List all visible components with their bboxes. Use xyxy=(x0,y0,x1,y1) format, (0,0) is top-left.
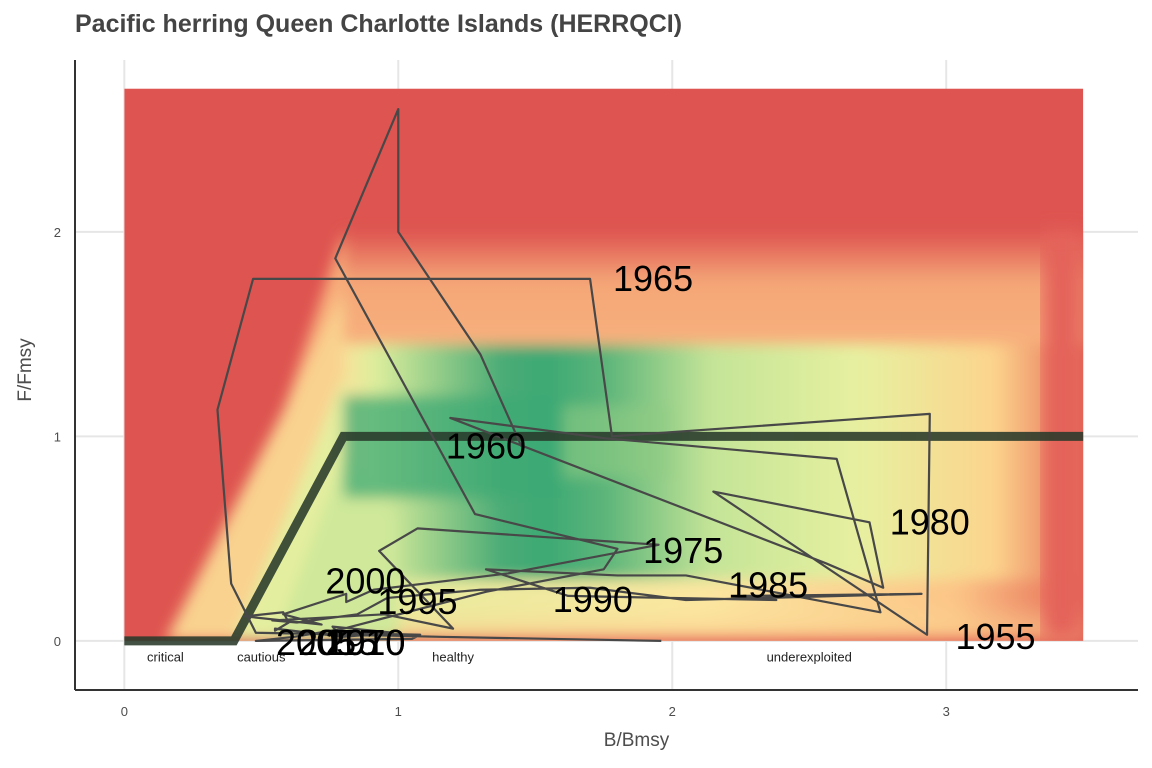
trajectory-path xyxy=(216,107,931,643)
year-label: 1955 xyxy=(955,616,1035,657)
year-label: 1985 xyxy=(728,565,808,606)
chart-title: Pacific herring Queen Charlotte Islands … xyxy=(75,10,683,38)
x-tick-label: 3 xyxy=(943,704,950,719)
y-tick-label: 1 xyxy=(54,429,61,444)
zone-label: cautious xyxy=(237,649,286,664)
x-tick-label: 0 xyxy=(121,704,128,719)
year-label: 1975 xyxy=(643,530,723,571)
reference-line xyxy=(124,431,1084,646)
year-label: 2015 xyxy=(298,622,378,663)
green-core-2 xyxy=(562,405,673,478)
zone-label: critical xyxy=(147,649,184,664)
x-tick-label: 1 xyxy=(395,704,402,719)
stock-status-background xyxy=(124,88,1084,641)
x-tick-label: 2 xyxy=(669,704,676,719)
year-label: 1960 xyxy=(446,426,526,467)
year-label: 1990 xyxy=(553,579,633,620)
region-top xyxy=(343,231,1084,345)
reference-path xyxy=(124,431,1084,646)
axes: 0 1 2 3 0 1 2 B/Bmsy F/Fmsy xyxy=(15,60,1138,751)
y-tick-label: 0 xyxy=(54,634,61,649)
zone-label: underexploited xyxy=(767,649,852,664)
year-label: 1995 xyxy=(377,581,457,622)
year-label: 2000 xyxy=(325,561,405,602)
year-labels: 1955 1960 1965 1970 1975 1980 1985 1990 19952000… xyxy=(276,258,1036,663)
zone-label: healthy xyxy=(432,649,474,664)
trajectory xyxy=(216,107,931,643)
year-label: 1970 xyxy=(325,622,405,663)
year-label: 2010 xyxy=(325,622,405,663)
year-label: 1980 xyxy=(890,501,970,542)
y-tick-label: 2 xyxy=(54,225,61,240)
x-axis-title: B/Bmsy xyxy=(604,730,670,751)
year-label: 1965 xyxy=(613,258,693,299)
year-label: 2005 xyxy=(276,622,356,663)
ramp-wedge-green xyxy=(274,456,399,641)
y-axis-title: F/Fmsy xyxy=(15,338,36,402)
zone-labels: critical cautious healthy underexploited xyxy=(147,649,852,664)
